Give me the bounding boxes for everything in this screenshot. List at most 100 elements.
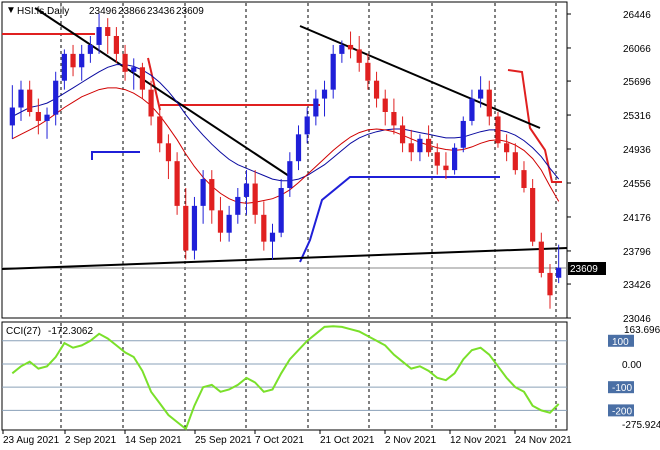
main-panel <box>1 1 568 319</box>
x-tick-label: 25 Sep 2021 <box>195 435 252 446</box>
candle-body <box>321 89 328 99</box>
candle-body <box>356 49 362 63</box>
candle-body <box>417 138 423 153</box>
header-open: 23496 <box>89 6 117 17</box>
candle-body <box>27 89 33 112</box>
candle-body <box>96 27 102 45</box>
indicator-value: -172.3062 <box>48 326 93 337</box>
price-axis: 23046 23426 23796 24176 24556 24936 25316 25696… <box>567 10 651 325</box>
indicator-axis-label: -200 <box>612 406 632 417</box>
support-level-line <box>91 151 140 160</box>
candle-body <box>556 267 562 278</box>
candle-body <box>347 44 354 50</box>
header-high: 23866 <box>118 6 146 17</box>
candle-body <box>252 183 258 215</box>
candle-body <box>399 125 406 144</box>
candle-body <box>278 187 284 233</box>
candle-body <box>365 62 371 81</box>
indicator-axis-label: -275.924 <box>622 420 660 431</box>
candle-body <box>79 53 85 68</box>
x-tick-label: 2 Nov 2021 <box>385 435 437 446</box>
indicator-axis-label: 100 <box>612 337 629 348</box>
candle-body <box>434 152 440 166</box>
candle-body <box>373 80 380 99</box>
time-axis: 23 Aug 2021 2 Sep 2021 14 Sep 2021 25 Sep 2… <box>2 430 572 446</box>
y-tick-label: 24176 <box>623 213 651 224</box>
candle-body <box>478 89 484 99</box>
y-tick-label: 24936 <box>623 145 651 156</box>
candle-body <box>469 98 475 121</box>
candle-body <box>486 89 492 117</box>
candle-body <box>139 67 146 90</box>
x-tick-label: 21 Oct 2021 <box>320 435 375 446</box>
stop-level-line <box>299 176 500 263</box>
header-triangle-icon[interactable]: ▼ <box>6 5 16 16</box>
candle-body <box>382 98 388 112</box>
header-close: 23609 <box>176 6 204 17</box>
candle-body <box>391 111 397 126</box>
candle-body <box>9 107 15 126</box>
ma-fast-line <box>12 64 560 182</box>
current-price-label: 23609 <box>570 264 598 275</box>
resistance-line-2 <box>507 69 562 183</box>
candle-body <box>157 116 163 144</box>
candle-body <box>443 165 449 171</box>
horizontal-lines <box>2 33 562 263</box>
downtrend-line-1 <box>34 7 293 179</box>
candles <box>9 13 562 309</box>
candle-body <box>530 187 536 242</box>
candle-body <box>174 161 180 206</box>
candle-body <box>122 53 128 72</box>
y-tick-label: 26066 <box>623 44 651 55</box>
resistance-line <box>147 57 161 111</box>
downtrend-line-2 <box>299 25 541 129</box>
candle-body <box>495 116 501 144</box>
candle-body <box>408 143 414 153</box>
candle-body <box>70 53 76 68</box>
x-tick-label: 24 Nov 2021 <box>515 435 572 446</box>
candle-body <box>261 214 267 242</box>
candle-body <box>452 147 458 171</box>
candle-body <box>113 35 119 54</box>
candle-body <box>200 179 206 206</box>
y-tick-label: 23426 <box>623 280 651 291</box>
y-tick-label: 23046 <box>623 314 651 325</box>
indicator-name: CCI(27) <box>6 326 41 337</box>
x-tick-label: 2 Sep 2021 <box>65 435 117 446</box>
candle-body <box>313 98 319 117</box>
candle-body <box>35 111 41 121</box>
candle-body <box>521 170 527 188</box>
candle-body <box>269 232 276 242</box>
candle-body <box>504 143 510 153</box>
y-tick-label: 25316 <box>623 111 651 122</box>
y-tick-label: 23796 <box>623 247 651 258</box>
candle-body <box>61 53 67 81</box>
candle-body <box>148 89 154 117</box>
candle-body <box>131 67 137 72</box>
candle-body <box>460 120 466 148</box>
current-price-marker <box>568 262 606 275</box>
indicator-level-marker <box>608 404 634 417</box>
candle-body <box>53 80 59 115</box>
candle-body <box>538 241 544 273</box>
trend-lines <box>1 7 568 270</box>
candle-body <box>226 214 232 233</box>
candle-body <box>18 89 24 108</box>
indicator-level-marker <box>608 381 634 394</box>
candle-body <box>243 183 250 197</box>
candle-body <box>304 116 310 135</box>
candle-body <box>87 44 93 54</box>
candle-body <box>330 53 336 90</box>
indicator-panel <box>1 321 568 431</box>
grid-lines <box>2 3 567 429</box>
indicator-axis-label: -100 <box>612 383 632 394</box>
indicator-axis-label: 0.00 <box>622 360 642 371</box>
header-symbol: HSI.fs,Daily <box>17 6 69 17</box>
header-low: 23436 <box>147 6 175 17</box>
candle-body <box>235 196 241 215</box>
ma-slow-line <box>12 87 560 204</box>
candle-body <box>191 205 198 251</box>
cci-line <box>11 325 560 431</box>
x-tick-label: 7 Oct 2021 <box>255 435 304 446</box>
